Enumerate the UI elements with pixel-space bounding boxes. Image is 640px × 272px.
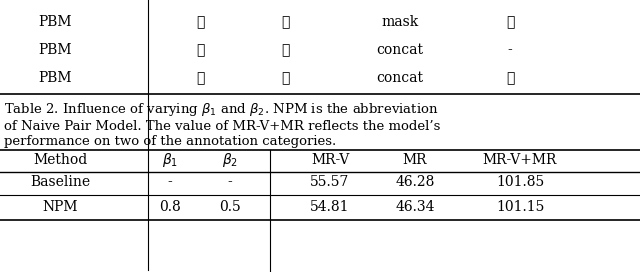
Text: mask: mask (381, 15, 419, 29)
Text: 0.8: 0.8 (159, 200, 181, 214)
Text: $\beta_1$: $\beta_1$ (162, 151, 178, 169)
Text: performance on two of the annotation categories.: performance on two of the annotation cat… (4, 135, 336, 149)
Text: 46.34: 46.34 (396, 200, 435, 214)
Text: concat: concat (376, 43, 424, 57)
Text: MR-V+MR: MR-V+MR (483, 153, 557, 167)
Text: ✓: ✓ (506, 15, 514, 29)
Text: MR-V: MR-V (311, 153, 349, 167)
Text: ✓: ✓ (281, 43, 289, 57)
Text: ✓: ✓ (281, 15, 289, 29)
Text: -: - (228, 175, 232, 189)
Text: 101.85: 101.85 (496, 175, 544, 189)
Text: ✓: ✓ (196, 43, 204, 57)
Text: ✓: ✓ (196, 15, 204, 29)
Text: 101.15: 101.15 (496, 200, 544, 214)
Text: -: - (508, 43, 513, 57)
Text: concat: concat (376, 71, 424, 85)
Text: PBM: PBM (38, 71, 72, 85)
Text: of Naive Pair Model. The value of MR-V+MR reflects the model’s: of Naive Pair Model. The value of MR-V+M… (4, 119, 440, 132)
Text: Method: Method (33, 153, 87, 167)
Text: PBM: PBM (38, 43, 72, 57)
Text: Table 2. Influence of varying $\beta_1$ and $\beta_2$. NPM is the abbreviation: Table 2. Influence of varying $\beta_1$ … (4, 101, 438, 119)
Text: Baseline: Baseline (30, 175, 90, 189)
Text: 46.28: 46.28 (396, 175, 435, 189)
Text: -: - (168, 175, 172, 189)
Text: 54.81: 54.81 (310, 200, 349, 214)
Text: MR: MR (403, 153, 428, 167)
Text: $\beta_2$: $\beta_2$ (222, 151, 238, 169)
Text: ✓: ✓ (506, 71, 514, 85)
Text: PBM: PBM (38, 15, 72, 29)
Text: NPM: NPM (42, 200, 77, 214)
Text: ✓: ✓ (196, 71, 204, 85)
Text: ✓: ✓ (281, 71, 289, 85)
Text: 0.5: 0.5 (219, 200, 241, 214)
Text: 55.57: 55.57 (310, 175, 349, 189)
